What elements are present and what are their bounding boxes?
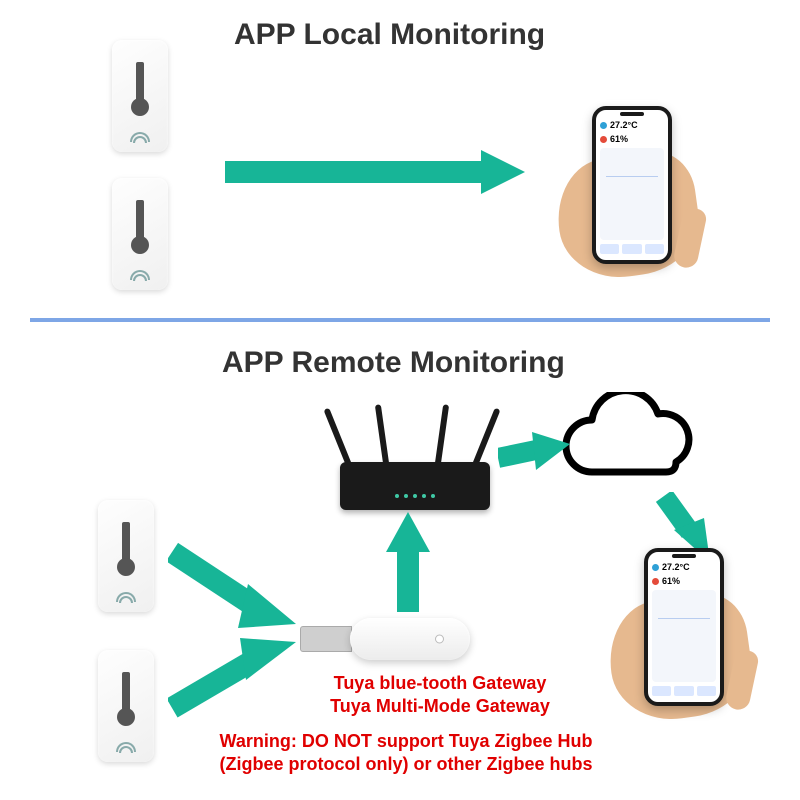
temperature-reading: 27.2°C [652,562,716,572]
router-device [330,400,500,510]
sensor-device [112,178,168,290]
warning-line1: Warning: DO NOT support Tuya Zigbee Hub [188,730,624,753]
sensor-device [98,650,154,762]
humidity-value: 61% [610,134,628,144]
arrow-dongle-to-router [386,512,430,612]
title-remote: APP Remote Monitoring [222,346,565,380]
title-local: APP Local Monitoring [234,18,545,52]
sensor-device [112,40,168,152]
arrow-router-to-cloud [498,430,570,474]
section-divider [30,318,770,322]
temperature-value: 27.2°C [662,562,690,572]
gateway-line1: Tuya blue-tooth Gateway [300,672,580,695]
humidity-reading: 61% [652,576,716,586]
temperature-value: 27.2°C [610,120,638,130]
gateway-line2: Tuya Multi-Mode Gateway [300,695,580,718]
gateway-label: Tuya blue-tooth Gateway Tuya Multi-Mode … [300,672,580,717]
phone-in-hand: 27.2°C 61% [558,106,708,276]
arrow-sensor-to-dongle [168,534,300,634]
humidity-value: 61% [662,576,680,586]
temperature-reading: 27.2°C [600,120,664,130]
phone-in-hand: 27.2°C 61% [610,548,760,718]
warning-line2: (Zigbee protocol only) or other Zigbee h… [188,753,624,776]
warning-text: Warning: DO NOT support Tuya Zigbee Hub … [188,730,624,775]
usb-gateway-dongle [300,612,470,666]
cloud-icon [552,392,712,500]
sensor-device [98,500,154,612]
humidity-reading: 61% [600,134,664,144]
arrow-sensor-to-dongle [168,638,300,728]
arrow-local [225,150,525,194]
